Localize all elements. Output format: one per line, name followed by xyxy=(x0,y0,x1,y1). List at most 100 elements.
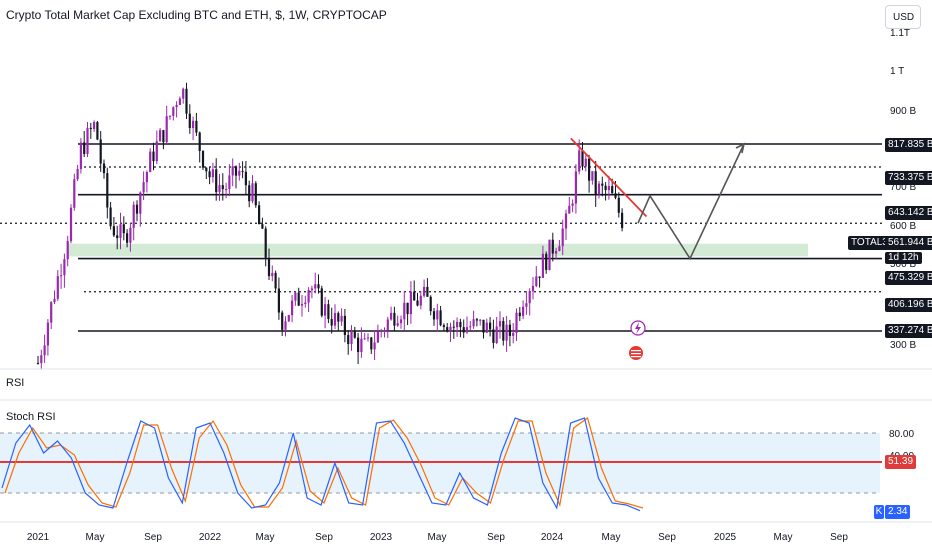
time-axis-tick: 2021 xyxy=(27,532,50,543)
candle-body xyxy=(333,313,337,326)
candle-body xyxy=(205,167,208,172)
candle-body xyxy=(343,315,346,335)
event-icons[interactable] xyxy=(629,320,646,360)
candle-body xyxy=(347,334,350,345)
candle-body xyxy=(145,172,148,183)
candle-body xyxy=(168,115,172,117)
candle-body xyxy=(320,288,323,316)
candle-body xyxy=(178,98,181,105)
price-axis-tick: 700 B xyxy=(890,182,916,193)
resistance-trendline[interactable] xyxy=(570,137,648,218)
candle-body xyxy=(221,185,224,190)
candle-body xyxy=(340,315,343,322)
candle-body xyxy=(525,303,528,307)
candle-body xyxy=(129,227,132,243)
time-axis-tick: Sep xyxy=(658,532,676,543)
candle-body xyxy=(73,179,76,208)
candle-body xyxy=(442,325,445,328)
candle-body xyxy=(241,170,244,172)
candle-body xyxy=(465,327,469,333)
time-axis-tick: Sep xyxy=(144,532,162,543)
candle-body xyxy=(538,276,541,278)
level-tag-337: 337.274 B xyxy=(885,324,932,338)
candle-body xyxy=(300,304,304,306)
candle-body xyxy=(601,183,604,186)
candle-body xyxy=(489,322,492,330)
candle-body xyxy=(109,207,112,227)
flag-stripe xyxy=(631,350,641,352)
current-price-tag: 561.944 B xyxy=(885,236,932,250)
candle-body xyxy=(251,183,254,202)
candle-body xyxy=(304,302,307,305)
time-axis-tick: May xyxy=(602,532,621,543)
price-pane[interactable] xyxy=(0,82,932,523)
candle-body xyxy=(426,286,429,297)
candle-body xyxy=(515,312,518,333)
candle-body xyxy=(452,326,455,328)
candle-body xyxy=(310,288,313,291)
stoch-upper-label: 80.00 xyxy=(889,429,914,440)
candle-body xyxy=(149,151,152,173)
candle-body xyxy=(568,205,571,214)
candle-body xyxy=(152,151,155,162)
candle-body xyxy=(353,331,356,338)
candle-body xyxy=(360,338,363,353)
stoch-k-badge: K xyxy=(874,505,884,519)
candle-body xyxy=(96,122,99,140)
candle-body xyxy=(43,345,46,356)
candle-body xyxy=(614,193,617,198)
time-axis-tick: Sep xyxy=(830,532,848,543)
candle-body xyxy=(162,130,165,143)
candle-body xyxy=(83,142,86,155)
candle-body xyxy=(591,171,594,181)
candle-body xyxy=(439,310,442,326)
candle-body xyxy=(512,332,515,336)
candle-body xyxy=(225,189,228,191)
candle-body xyxy=(56,276,59,299)
candle-body xyxy=(258,205,261,225)
series-name-tag: TOTAL3 xyxy=(848,236,891,250)
candle-body xyxy=(548,239,551,271)
candle-body xyxy=(611,186,614,194)
candle-body xyxy=(36,362,40,364)
candle-body xyxy=(132,204,135,228)
projection-arrowhead xyxy=(735,142,746,154)
stoch-rsi-pane-label[interactable]: Stoch RSI xyxy=(6,411,56,423)
candle-body xyxy=(106,173,109,208)
time-axis-tick: Sep xyxy=(315,532,333,543)
candle-body xyxy=(102,163,106,174)
level-tag-475: 475.329 B xyxy=(885,271,932,285)
candle-body xyxy=(393,312,396,326)
candle-body xyxy=(234,166,238,176)
candle-body xyxy=(314,284,317,289)
candle-body xyxy=(370,337,373,350)
currency-button[interactable]: USD xyxy=(885,5,921,29)
stoch-rsi-pane[interactable]: 80.0040.00 xyxy=(0,417,914,512)
candle-body xyxy=(267,257,271,277)
candle-body xyxy=(436,310,439,320)
candle-body xyxy=(66,241,69,260)
stoch-d-line xyxy=(4,417,644,509)
candle-body xyxy=(215,169,218,193)
time-axis-tick: 2025 xyxy=(714,532,737,543)
candle-body xyxy=(182,88,185,99)
candle-body xyxy=(208,171,211,178)
candle-body xyxy=(271,272,274,277)
candle-body xyxy=(261,224,264,229)
candle-body xyxy=(76,169,79,180)
candle-body xyxy=(390,312,393,320)
projection-path[interactable] xyxy=(637,143,745,261)
candle-body xyxy=(588,158,591,181)
candle-body xyxy=(89,127,92,130)
candle-body xyxy=(531,285,535,292)
candle-body xyxy=(518,312,521,317)
candle-body xyxy=(469,326,472,328)
stoch-k-value-tag: 2.34 xyxy=(885,505,911,519)
flag-stripe xyxy=(631,353,641,355)
candle-body xyxy=(564,213,568,229)
rsi-pane-label[interactable]: RSI xyxy=(6,377,25,389)
candle-body xyxy=(135,204,139,214)
candle-body xyxy=(386,319,389,331)
candle-body xyxy=(449,326,452,332)
